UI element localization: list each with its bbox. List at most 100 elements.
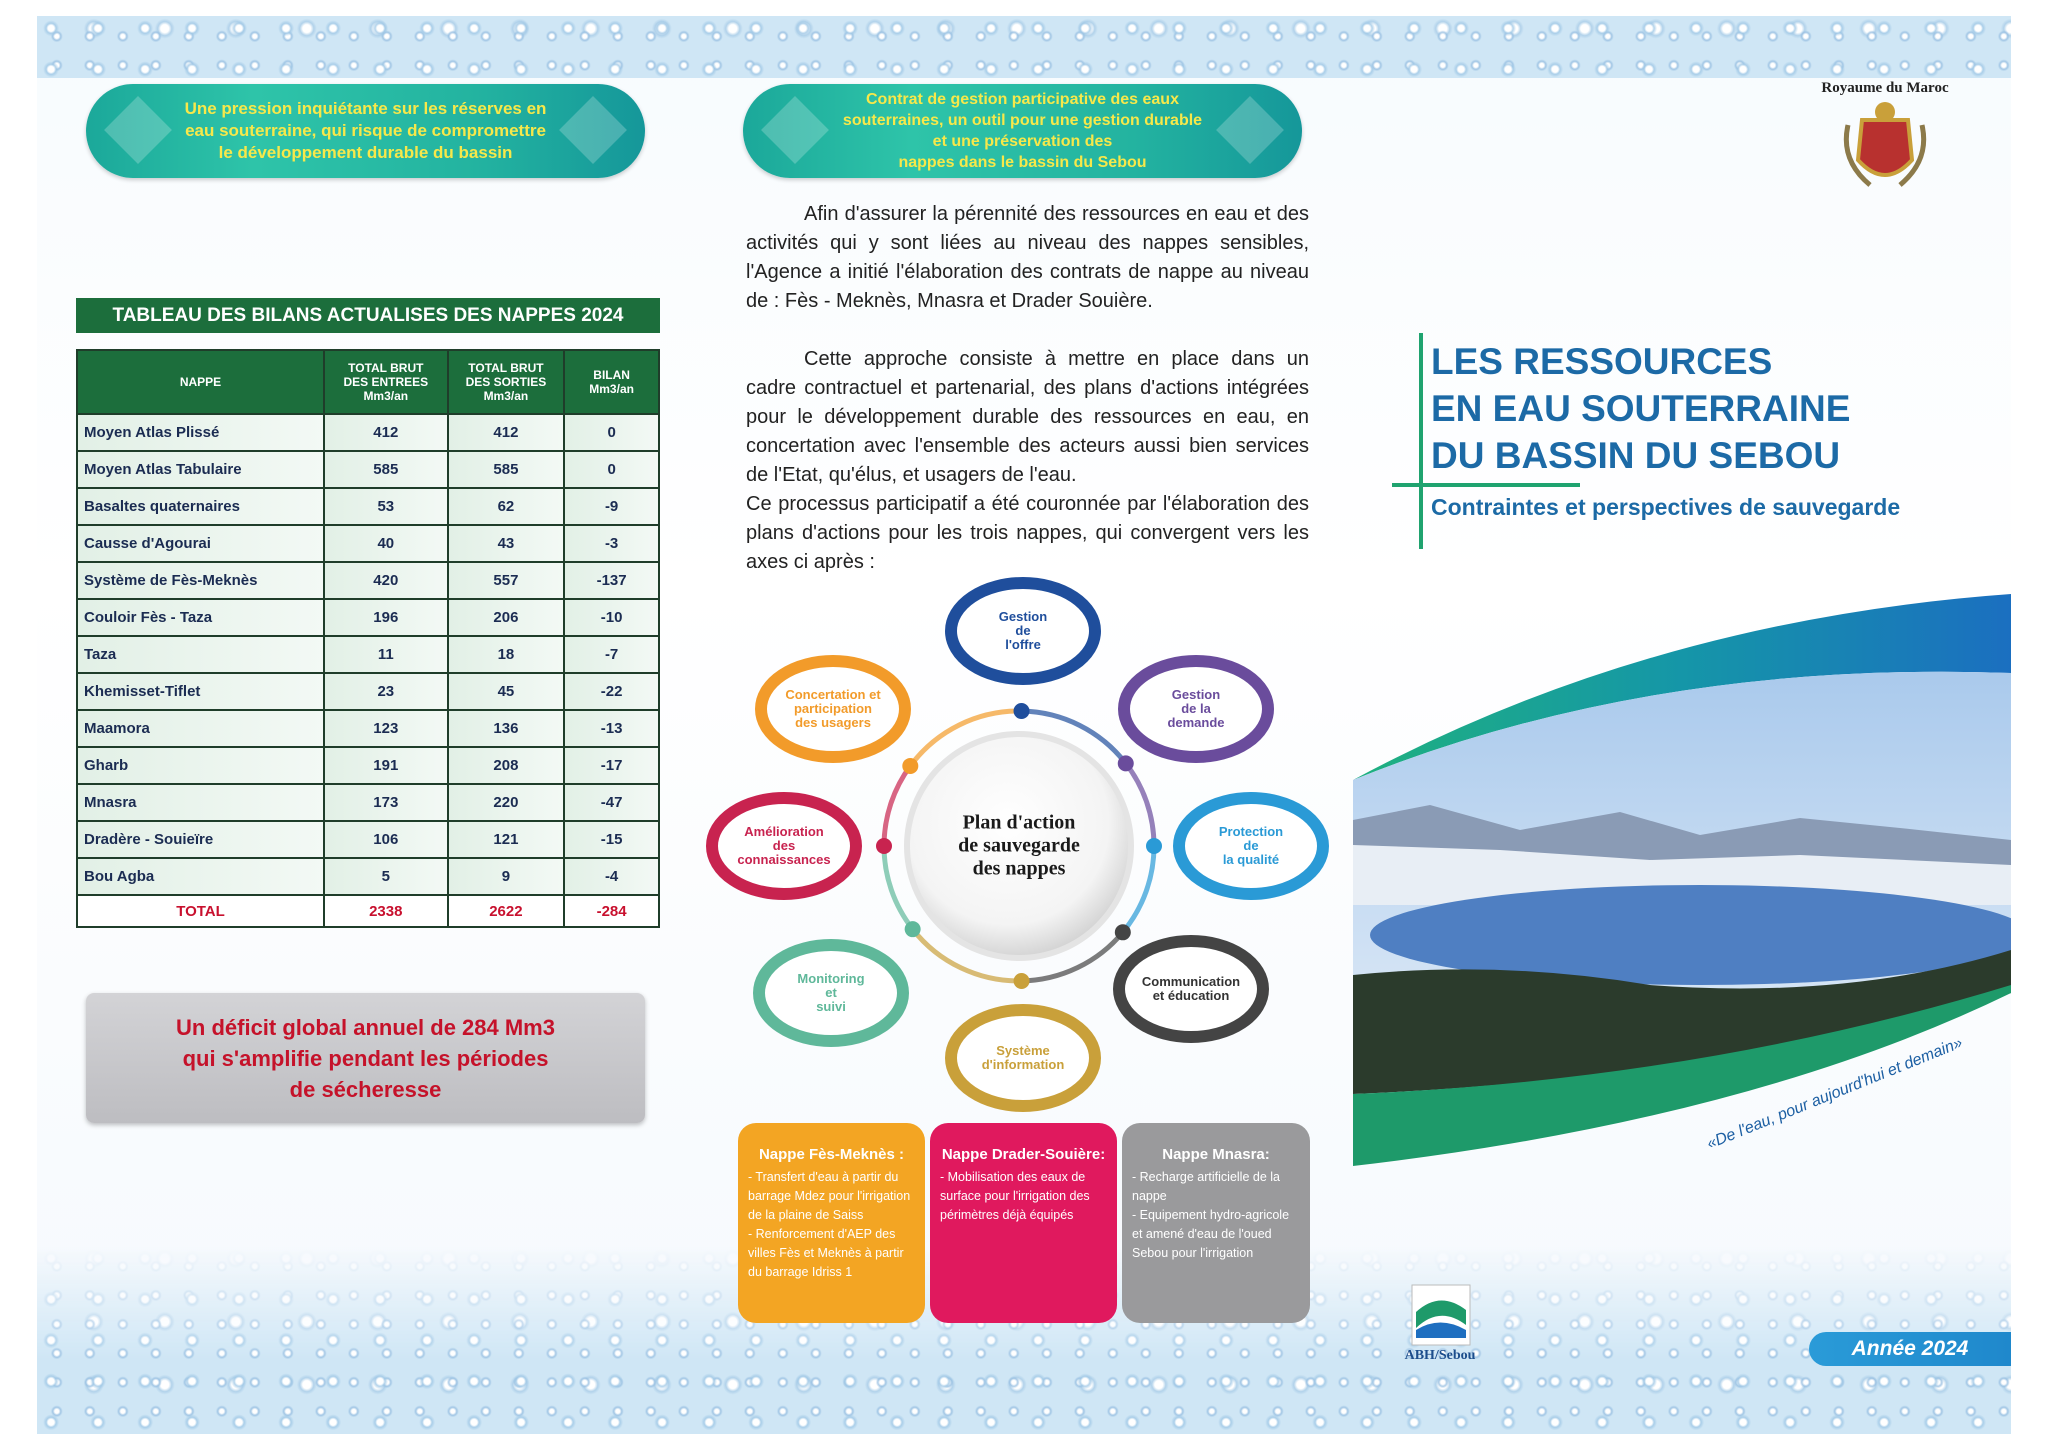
value-cell: 173 [322, 783, 449, 822]
total-cell: TOTAL [76, 894, 325, 928]
table-title: TABLEAU DES BILANS ACTUALISES DES NAPPES… [76, 298, 660, 333]
value-cell: 62 [446, 487, 566, 526]
node-label: Protection de la qualité [1218, 824, 1284, 867]
value-cell: -22 [563, 672, 660, 711]
table-row: Moyen Atlas Plissé 412 412 0 [76, 413, 660, 452]
node-ring [945, 577, 1101, 685]
value-cell: 121 [446, 820, 566, 859]
emblem [1843, 102, 1927, 187]
name-cell: Couloir Fès - Taza [76, 598, 325, 637]
name-cell: Système de Fès-Meknès [76, 561, 325, 600]
name-cell: Mnasra [76, 783, 325, 822]
total-cell: 2622 [446, 894, 566, 928]
node-ring [1118, 655, 1274, 763]
value-cell: 0 [563, 450, 660, 489]
paragraph: Afin d'assurer la pérennité des ressourc… [746, 203, 1309, 312]
total-row: TOTAL 2338 2622 -284 [76, 894, 660, 928]
node-ring [706, 792, 862, 900]
connector-arc [1123, 761, 1157, 847]
table-body: Moyen Atlas Plissé 412 412 0 Moyen Atlas Tab… [76, 413, 660, 928]
value-cell: -47 [563, 783, 660, 822]
node-dot [904, 921, 921, 938]
node-ring [1113, 935, 1269, 1043]
nappe-box: Nappe Fès-Meknès : - Transfert d'eau à pa… [738, 1123, 925, 1323]
value-cell: 11 [322, 635, 449, 674]
node-dot [1117, 755, 1134, 772]
value-cell: 43 [446, 524, 566, 563]
value-cell: 45 [446, 672, 566, 711]
node-label: Monitoring et suivi [797, 971, 865, 1014]
value-cell: 557 [446, 561, 566, 600]
nappe-title: Nappe Fès-Meknès : [758, 1146, 905, 1163]
node-label: Concertation et participation des usager… [785, 687, 881, 730]
value-cell: 5 [322, 857, 449, 896]
nappe-box: Nappe Mnasra: - Recharge artificielle de … [1122, 1123, 1310, 1323]
snow [1353, 845, 2011, 905]
connector-arc [881, 845, 915, 931]
value-cell: -15 [563, 820, 660, 859]
value-cell: -137 [563, 561, 660, 600]
value-cell: 206 [446, 598, 566, 637]
name-cell: Gharb [76, 746, 325, 785]
total-cell: -284 [563, 894, 660, 928]
diagram-center: Plan d'action de sauvegarde des nappes [958, 811, 1080, 880]
table-row: Causse d'Agourai 40 43 -3 [76, 524, 660, 563]
title-line: DU BASSIN DU SEBOU [1431, 435, 1841, 476]
value-cell: 0 [563, 413, 660, 452]
value-cell: 208 [446, 746, 566, 785]
green-swoosh [1353, 985, 2011, 1166]
value-cell: 123 [322, 709, 449, 748]
value-cell: -7 [563, 635, 660, 674]
header-cell: TOTAL BRUT DES ENTREES Mm3/an [322, 349, 449, 415]
table-row: Khemisset-Tiflet 23 45 -22 [76, 672, 660, 711]
total-cell: 2338 [322, 894, 449, 928]
blue-swoosh [1353, 594, 2011, 780]
nappe-box: Nappe Drader-Souière: - Mobilisation des … [930, 1123, 1117, 1323]
value-cell: 412 [322, 413, 449, 452]
header-cell: TOTAL BRUT DES SORTIES Mm3/an [446, 349, 566, 415]
value-cell: 9 [446, 857, 566, 896]
name-cell: Causse d'Agourai [76, 524, 325, 563]
name-cell: Maamora [76, 709, 325, 748]
paragraph: Ce processus participatif a été couronné… [746, 493, 1309, 573]
node-ring [753, 939, 909, 1047]
node-label: Amélioration des connaissances [737, 824, 831, 867]
table-row: Maamora 123 136 -13 [76, 709, 660, 748]
node-dot [1146, 838, 1162, 854]
table-row: Gharb 191 208 -17 [76, 746, 660, 785]
name-cell: Moyen Atlas Plissé [76, 413, 325, 452]
table-header: NAPPE TOTAL BRUT DES ENTREES Mm3/an TOTAL … [76, 349, 660, 415]
value-cell: 53 [322, 487, 449, 526]
value-cell: 585 [322, 450, 449, 489]
value-cell: 220 [446, 783, 566, 822]
table-row: Bou Agba 5 9 -4 [76, 857, 660, 896]
deficit-box: Un déficit global annuel de 284 Mm3 qui … [86, 993, 645, 1123]
table-row: Dradère - Souieïre 106 121 -15 [76, 820, 660, 859]
value-cell: -13 [563, 709, 660, 748]
value-cell: -17 [563, 746, 660, 785]
main-title: LES RESSOURCES EN EAU SOUTERRAINE DU BAS… [1431, 338, 1850, 479]
table-row: Mnasra 173 220 -47 [76, 783, 660, 822]
node-dot [1013, 972, 1030, 989]
value-cell: -3 [563, 524, 660, 563]
lake [1370, 885, 2011, 985]
table-row: Système de Fès-Meknès 420 557 -137 [76, 561, 660, 600]
name-cell: Khemisset-Tiflet [76, 672, 325, 711]
value-cell: 412 [446, 413, 566, 452]
nappe-title: Nappe Drader-Souière: [941, 1146, 1106, 1163]
nappe-item: - Renforcement d'AEP des villes Fès et M… [748, 1227, 904, 1279]
center-circle [904, 731, 1134, 961]
subtitle: Contraintes et perspectives de sauvegard… [1431, 494, 1901, 520]
header-cell: NAPPE [76, 349, 325, 415]
middle-banner: Contrat de gestion participative des eau… [743, 84, 1302, 178]
value-cell: 136 [446, 709, 566, 748]
node-dot [902, 757, 919, 774]
connector-arc [910, 927, 1022, 984]
header-cell: BILAN Mm3/an [563, 349, 660, 415]
paragraph: Cette approche consiste à mettre en plac… [746, 348, 1309, 486]
nappe-item: - Equipement hydro-agricole et amené d'e… [1132, 1208, 1290, 1260]
connector-arc [1021, 708, 1128, 765]
connector-arc [1021, 930, 1125, 984]
